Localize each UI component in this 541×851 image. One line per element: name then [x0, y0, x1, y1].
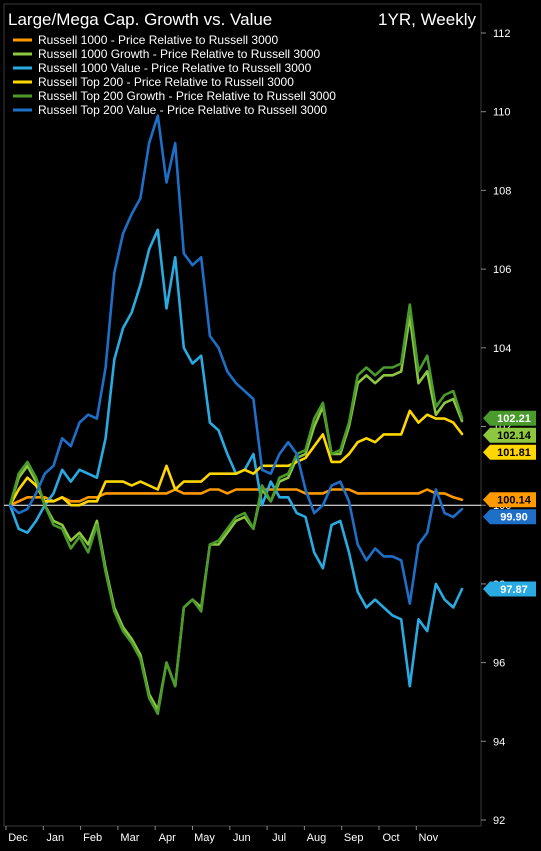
legend-label-4: Russell Top 200 Growth - Price Relative …: [38, 89, 336, 103]
badge-shape-3: [483, 444, 536, 460]
y-tick-label-9: 110: [493, 107, 511, 119]
y-tick-label-1: 94: [493, 736, 505, 748]
chart-title: Large/Mega Cap. Growth vs. Value: [8, 10, 272, 29]
badge-value-2: 97.87: [500, 584, 528, 596]
badge-value-5: 99.90: [500, 512, 528, 524]
badge-value-1: 102.14: [497, 430, 532, 442]
x-tick-label-2: Feb: [83, 832, 102, 844]
x-tick-label-10: Oct: [382, 832, 399, 844]
y-tick-label-8: 108: [493, 185, 511, 197]
legend-label-2: Russell 1000 Value - Price Relative to R…: [38, 61, 312, 75]
x-tick-label-3: Mar: [120, 832, 139, 844]
series-line-0: [8, 488, 464, 507]
legend: Russell 1000 - Price Relative to Russell…: [13, 33, 336, 117]
y-tick-label-7: 106: [493, 264, 511, 276]
y-tick-label-10: 112: [493, 28, 511, 40]
chart-subtitle: 1YR, Weekly: [378, 10, 476, 29]
legend-label-0: Russell 1000 - Price Relative to Russell…: [38, 33, 278, 47]
x-tick-label-11: Nov: [419, 832, 439, 844]
x-tick-label-1: Jan: [46, 832, 64, 844]
series-line-1: [8, 314, 464, 712]
legend-label-1: Russell 1000 Growth - Price Relative to …: [38, 47, 320, 61]
badge-value-0: 100.14: [497, 495, 532, 507]
badge-value-4: 102.21: [497, 413, 531, 425]
badge-shape-1: [483, 427, 536, 443]
x-axis: Dec Jan Feb Mar Apr May Jun Jul Aug Sep Oct Nov: [5, 826, 439, 844]
series-line-5: [8, 114, 464, 605]
y-tick-label-0: 92: [493, 815, 505, 827]
x-tick-label-4: Apr: [159, 832, 176, 844]
legend-label-5: Russell Top 200 Value - Price Relative t…: [38, 103, 327, 117]
series-layer: [8, 114, 464, 716]
series-line-3: [8, 409, 464, 507]
badge-value-3: 101.81: [497, 447, 531, 459]
x-tick-label-0: Dec: [8, 832, 28, 844]
legend-label-3: Russell Top 200 - Price Relative to Russ…: [38, 75, 294, 89]
x-tick-label-5: May: [194, 832, 215, 844]
series-line-4: [8, 303, 464, 716]
x-tick-label-9: Sep: [344, 832, 364, 844]
x-tick-label-7: Jul: [272, 832, 286, 844]
badge-shape-5: [483, 509, 536, 525]
badge-shape-4: [483, 410, 536, 426]
badge-shape-0: [483, 492, 536, 508]
x-tick-label-8: Aug: [307, 832, 327, 844]
x-tick-label-6: Jun: [233, 832, 251, 844]
badge-shape-2: [483, 581, 536, 597]
end-value-badges: 102.21 102.14 101.81 100.14 99.90 97.87: [483, 410, 536, 597]
y-tick-label-2: 96: [493, 658, 505, 670]
plot-frame: [3, 3, 482, 827]
y-tick-label-6: 104: [493, 343, 511, 355]
